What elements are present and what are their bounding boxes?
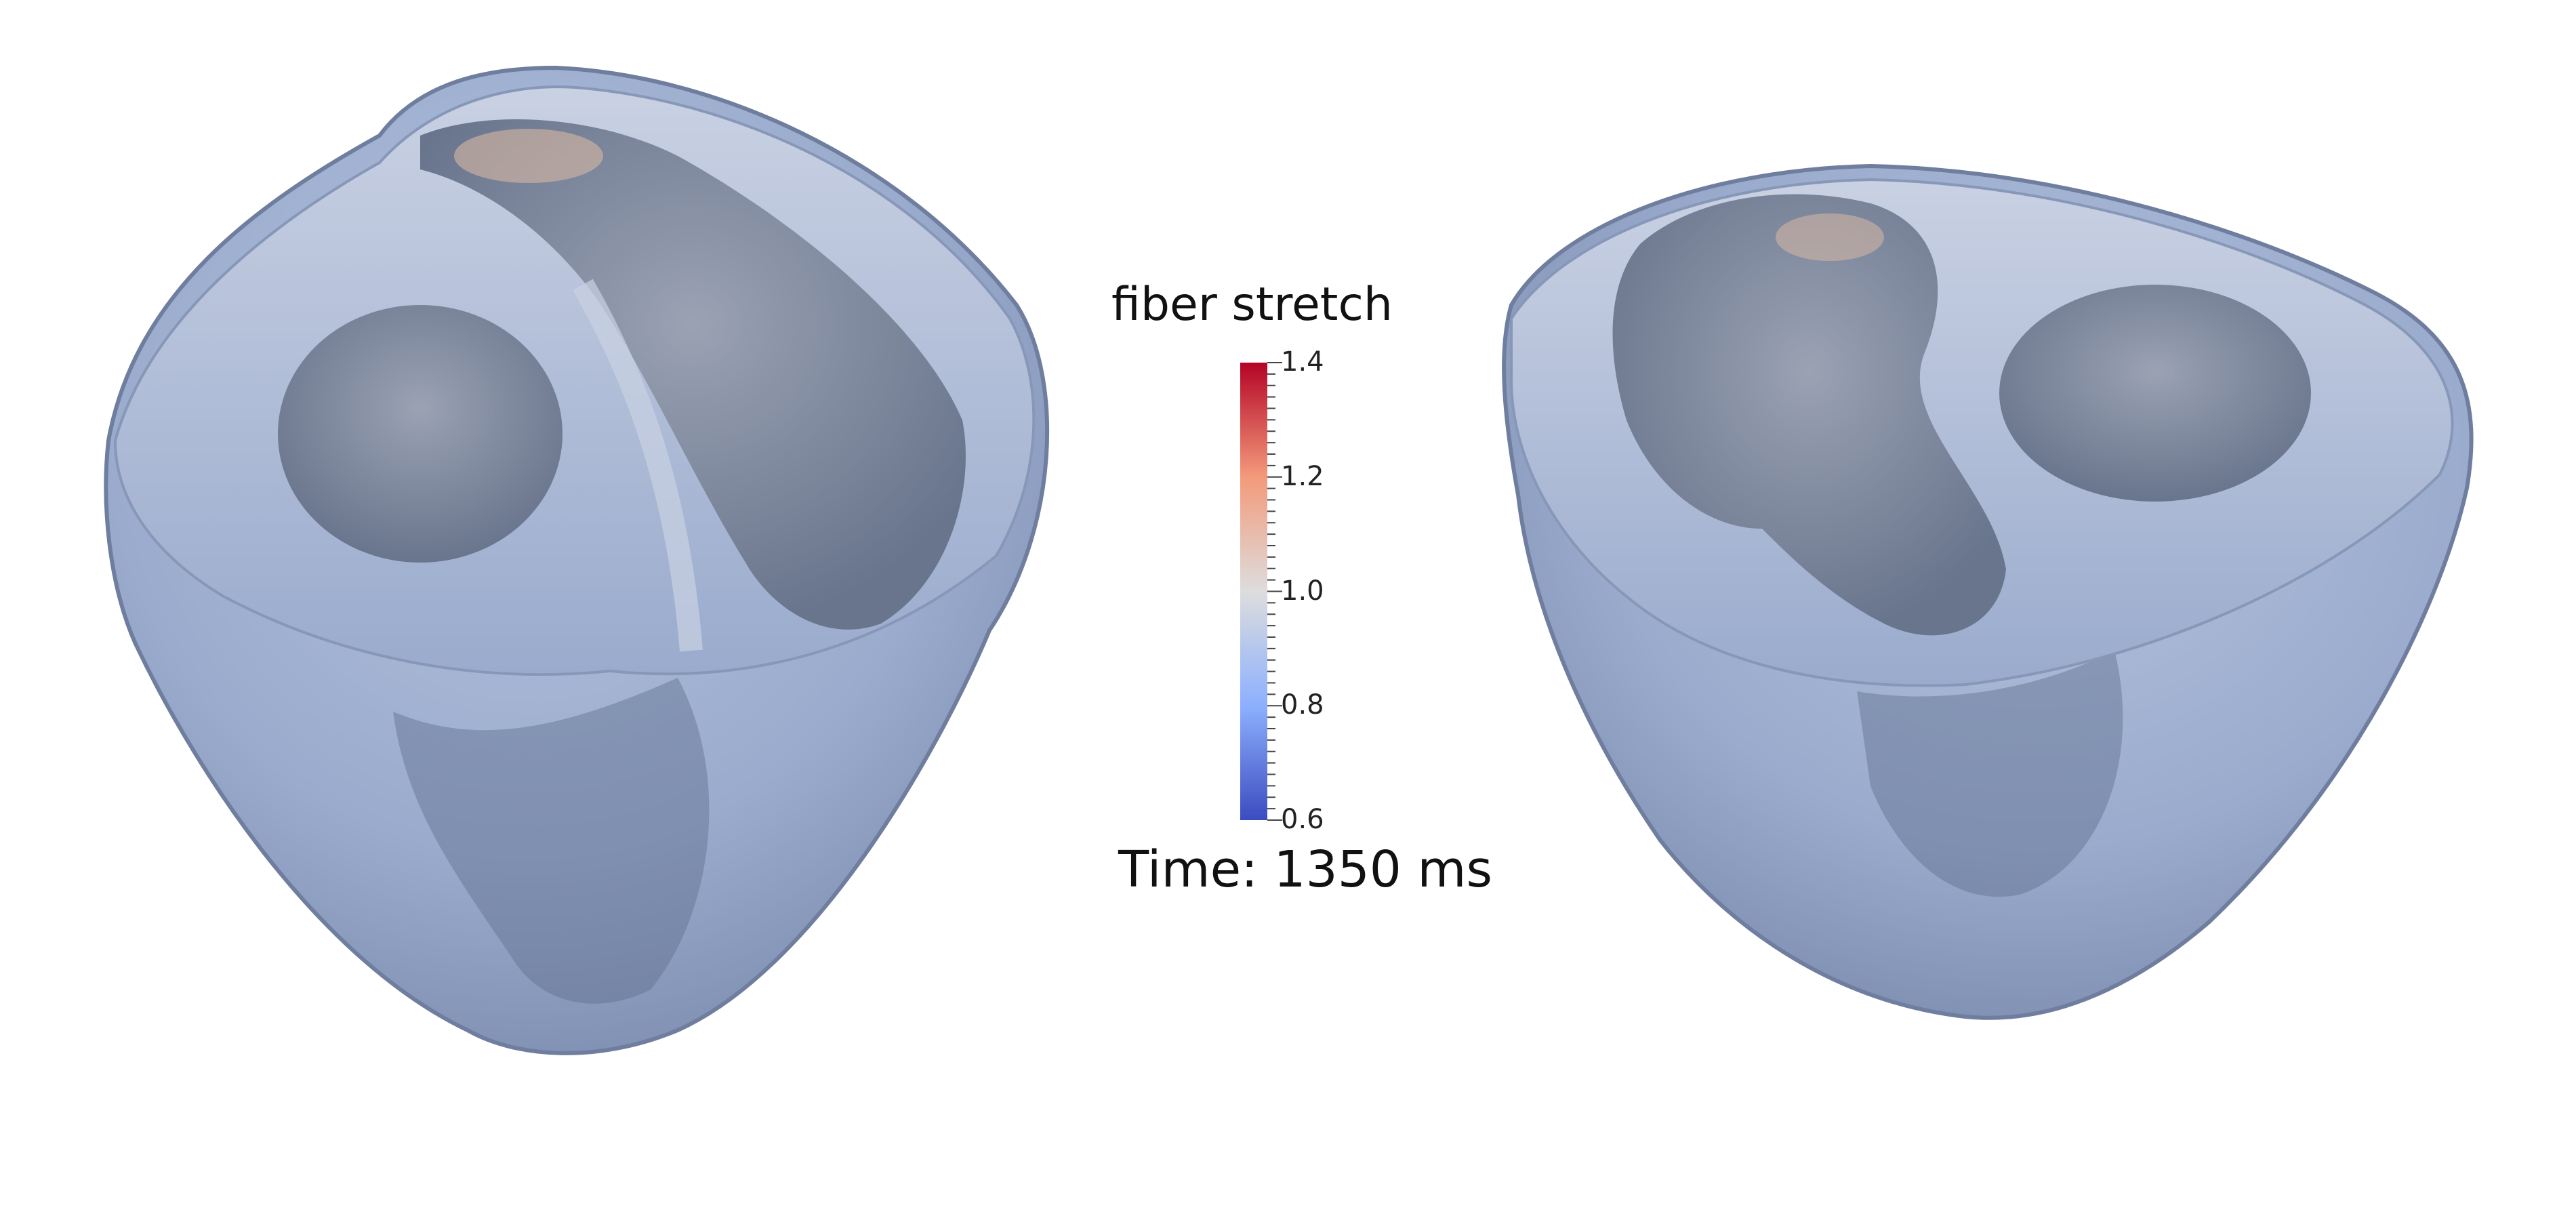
heart-right-cavity-rv — [1612, 194, 2006, 636]
heart-left-stretch-patch — [454, 129, 603, 183]
colorbar-tick-label: 1.0 — [1281, 575, 1324, 607]
colorbar-ticks — [1267, 362, 1282, 821]
heart-right-stretch-patch — [1776, 214, 1884, 261]
heart-left-cavity-lv — [278, 305, 563, 563]
colorbar-tick-label: 0.6 — [1281, 804, 1324, 835]
colorbar — [1240, 362, 1282, 821]
colorbar-gradient — [1240, 363, 1267, 820]
heart-left-inner-wall — [393, 678, 710, 1004]
heart-left-cavity-rv — [420, 119, 966, 630]
heart-model-right — [1502, 163, 2474, 1020]
heart-left-septum — [573, 279, 703, 652]
time-label: Time: 1350 ms — [1118, 840, 1493, 899]
colorbar-tick-label: 0.8 — [1281, 689, 1324, 721]
colorbar-tick-label: 1.4 — [1281, 346, 1324, 378]
heart-model-left — [104, 65, 1050, 1055]
heart-right-cavity-lv — [1999, 285, 2311, 502]
colorbar-tick-label: 1.2 — [1281, 460, 1324, 492]
colorbar-title: fiber stretch — [1111, 278, 1393, 331]
heart-right-inner-wall — [1857, 651, 2123, 897]
